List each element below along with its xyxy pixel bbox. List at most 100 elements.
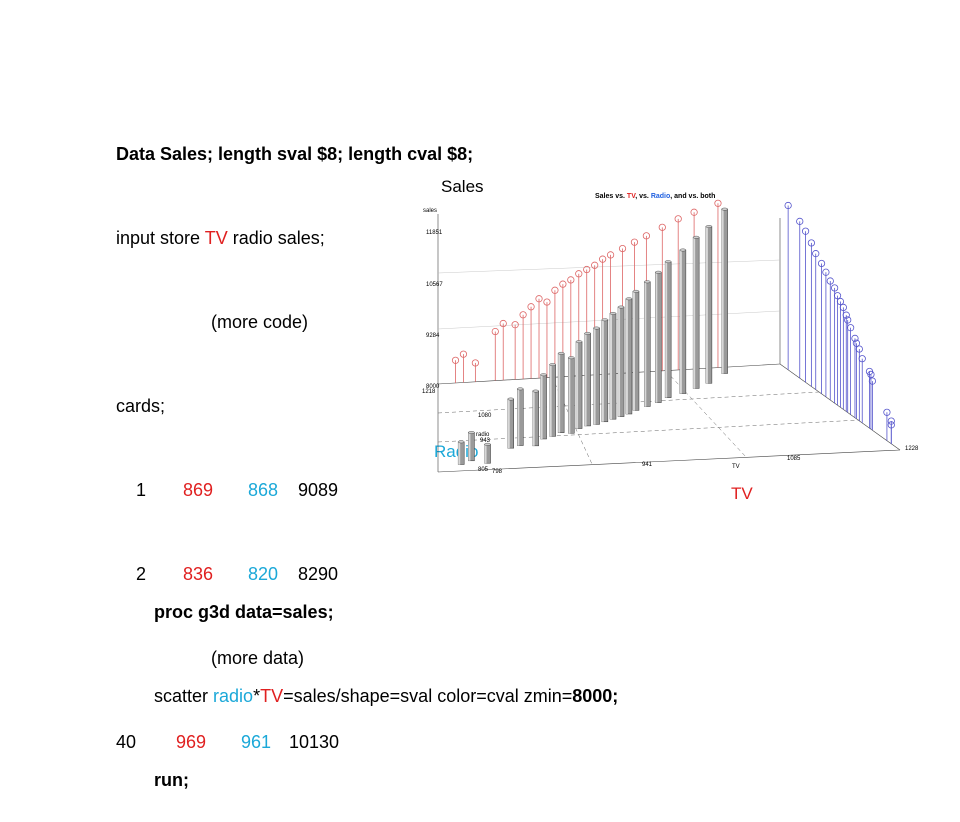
sales-value: 9089 (297, 480, 338, 500)
svg-text:Sales vs. TV, vs. Radio, and v: Sales vs. TV, vs. Radio, and vs. both (595, 193, 715, 200)
title-radio: Radio (651, 193, 670, 200)
sales-bar (679, 248, 687, 394)
tv-marker (551, 286, 559, 294)
sales-bar (617, 305, 625, 417)
x-tick: 1228 (905, 446, 919, 452)
tv-keyword: TV (260, 686, 284, 706)
tv-marker (714, 199, 722, 207)
sales-bar (601, 318, 609, 423)
x-tick: 941 (642, 462, 653, 468)
z-tick: 10567 (426, 282, 443, 288)
x-axis-title: TV (732, 464, 740, 470)
sales-bar (568, 356, 575, 434)
tv-marker (451, 356, 460, 364)
radio-marker (796, 217, 804, 225)
tv-marker (630, 238, 639, 246)
sales-bar (549, 363, 556, 437)
sales-bar (593, 326, 600, 425)
code-line-2: input store TV radio sales; (116, 224, 473, 252)
tv-marker (543, 298, 551, 306)
sales-bar (575, 340, 583, 429)
sales-axis-label: Sales (441, 177, 484, 196)
tv-marker (606, 251, 615, 259)
store-value: 2 (135, 564, 146, 584)
axis-ticks: sales 11851 10567 9284 8000 1218 1080 ra… (422, 208, 919, 475)
sales-bar (625, 297, 633, 415)
sales-bar (655, 270, 662, 403)
more-data: (more data) (211, 648, 305, 668)
sales-value: 8290 (297, 564, 338, 584)
sales-vs-radio-stems (784, 201, 895, 444)
code-line-1: Data Sales; length sval $8; length cval … (116, 144, 474, 164)
title-part: , and vs. both (670, 193, 715, 200)
tv-marker (583, 265, 591, 274)
radio-value: 820 (247, 564, 278, 584)
tv-marker (618, 244, 627, 253)
sales-bar (532, 389, 539, 447)
sales-bar (692, 235, 700, 389)
sales-bar (705, 225, 713, 384)
radio-marker (812, 250, 820, 258)
tv-marker (567, 276, 575, 284)
radio-marker (784, 201, 792, 210)
radio-keyword: radio (213, 686, 254, 706)
radio-marker (867, 370, 875, 378)
sales-bar (457, 440, 465, 465)
tv-marker (642, 232, 650, 240)
z-tick: 9284 (426, 333, 440, 339)
tv-marker (491, 327, 499, 336)
proc-line-3: run; (154, 770, 189, 790)
radio-marker (844, 316, 852, 324)
tv-value: 869 (182, 480, 213, 500)
sales-bar (468, 431, 475, 462)
z-tick: 8000 (426, 384, 440, 390)
sales-bar (557, 351, 565, 433)
radio-marker (807, 239, 815, 247)
sales-bar (609, 312, 617, 420)
code-text: =sales/shape=sval color=cval zmin= (283, 686, 573, 706)
code-text: scatter (154, 686, 214, 706)
y-tick: 805 (478, 467, 489, 473)
tv-marker (591, 261, 599, 269)
radio-marker (826, 277, 834, 285)
tv-marker (575, 270, 583, 278)
y-tick: 1080 (478, 413, 492, 419)
radio-axis-label: Radio (434, 442, 479, 461)
proc-line-1: proc g3d data=sales; (154, 602, 334, 622)
tv-marker (599, 255, 607, 263)
sales-vs-both-bars (457, 207, 728, 465)
tv-marker (690, 208, 698, 216)
radio-marker (801, 227, 810, 235)
y-axis-title: radio (476, 432, 490, 438)
z-axis-title: sales (423, 208, 437, 214)
radio-marker (851, 334, 859, 342)
radio-value: 868 (247, 480, 278, 500)
tv-marker (471, 359, 479, 367)
tv-marker (519, 311, 527, 319)
code-text: * (253, 686, 261, 706)
store-value: 1 (135, 480, 146, 500)
tv-axis-label: TV (731, 484, 753, 503)
radio-marker (817, 259, 826, 268)
chart-title: Sales vs. TV, vs. Radio, and vs. both (595, 193, 715, 200)
zmin-value: 8000; (572, 686, 619, 706)
radio-marker (852, 339, 861, 347)
y-tick: 943 (480, 438, 491, 444)
code-text: radio sales; (227, 228, 325, 248)
radio-marker (887, 417, 895, 425)
radio-marker (831, 284, 839, 292)
title-tv: TV (627, 193, 636, 200)
sales-bar (584, 331, 591, 427)
z-tick: 11851 (426, 230, 443, 236)
g3d-scatter-plot: Sales vs. TV, vs. Radio, and vs. both sa… (422, 193, 919, 475)
radio-marker (883, 408, 891, 416)
tv-marker (559, 280, 567, 288)
sales-bar (484, 442, 491, 464)
data-row-1: 1 869 868 9089 (116, 476, 473, 504)
sales-bar (507, 397, 514, 449)
tv-marker (674, 215, 682, 223)
tv-marker (535, 295, 543, 303)
title-part: Sales vs. (595, 193, 627, 200)
sales-bar (540, 373, 547, 440)
x-tick: 1085 (787, 456, 801, 462)
